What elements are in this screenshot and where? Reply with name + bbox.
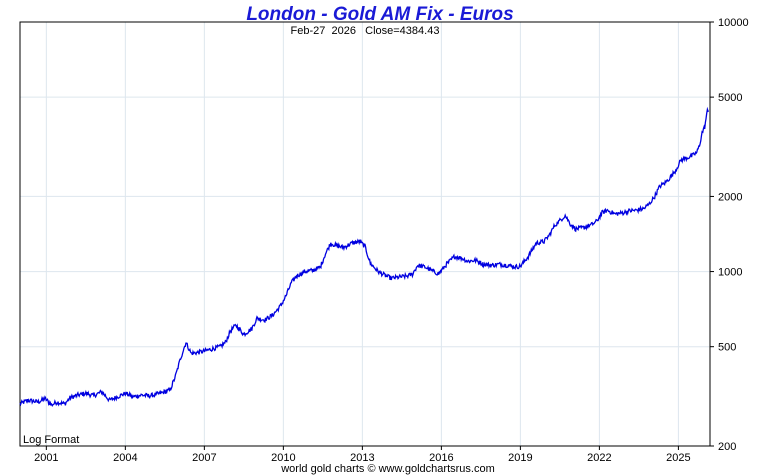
x-tick-label: 2019 [508, 452, 532, 464]
x-tick-label: 2004 [113, 452, 137, 464]
footer-credit: world gold charts © www.goldchartsrus.co… [280, 463, 495, 475]
x-tick-label: 2007 [192, 452, 216, 464]
log-format-note: Log Format [23, 434, 79, 446]
x-tick-label: 2013 [350, 452, 374, 464]
x-tick-label: 2016 [429, 452, 453, 464]
y-tick-label: 5000 [718, 92, 742, 104]
y-tick-label: 500 [718, 342, 736, 354]
gridlines [20, 22, 710, 446]
x-tick-label: 2010 [271, 452, 295, 464]
y-axis: 200 500 1000 2000 5000 10000 [710, 17, 749, 453]
plot-frame [19, 21, 711, 447]
x-tick-label: 2025 [666, 452, 690, 464]
gold-price-line [19, 106, 710, 408]
chart-title: London - Gold AM Fix - Euros [246, 4, 513, 25]
y-tick-label: 2000 [718, 191, 742, 203]
close-subtitle: Feb-27 2026 Close=4384.43 [291, 25, 440, 37]
y-tick-label: 200 [718, 441, 736, 453]
x-tick-label: 2022 [587, 452, 611, 464]
x-axis: 2001 2004 2007 2010 2013 2016 2019 2022 2025 [34, 446, 691, 464]
y-tick-label: 10000 [718, 17, 749, 29]
y-tick-label: 1000 [718, 267, 742, 279]
x-tick-label: 2001 [34, 452, 58, 464]
